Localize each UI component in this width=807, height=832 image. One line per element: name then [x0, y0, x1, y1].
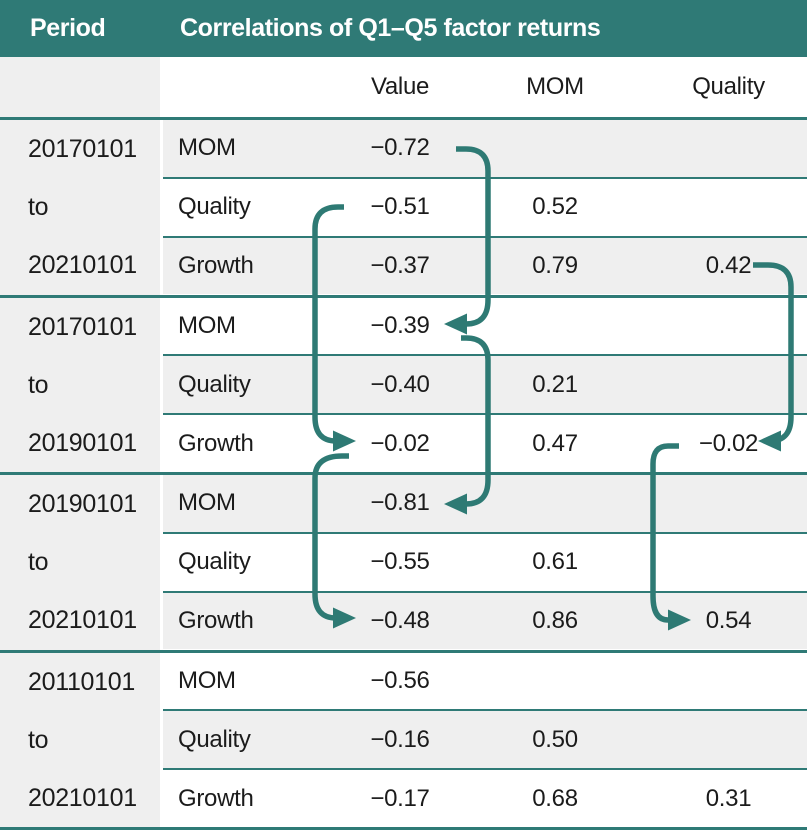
period-group-1: 20170101 to 20210101 MOM −0.72 Quality −… — [0, 120, 807, 295]
cell-value: −0.02 — [370, 429, 430, 457]
factor-label: MOM — [178, 134, 236, 162]
table-body: 20170101 to 20210101 MOM −0.72 Quality −… — [0, 120, 807, 830]
factor-label: MOM — [178, 311, 236, 339]
period-to: to — [28, 725, 49, 754]
table-row: Quality −0.51 0.52 — [163, 176, 807, 236]
cell-mom: 0.52 — [532, 193, 578, 221]
cell-value: −0.37 — [370, 252, 430, 280]
period-end: 20210101 — [28, 251, 137, 280]
factor-label: Quality — [178, 725, 251, 753]
period-end: 20210101 — [28, 783, 137, 812]
cell-value: −0.51 — [370, 193, 430, 221]
cell-mom: 0.68 — [532, 784, 578, 812]
column-header-mom: MOM — [526, 73, 584, 100]
period-cell: 20170101 to 20190101 — [0, 297, 160, 472]
cell-value: −0.40 — [370, 370, 430, 398]
factor-label: MOM — [178, 489, 236, 517]
cell-mom: 0.21 — [532, 370, 578, 398]
cell-mom: 0.86 — [532, 607, 578, 635]
table-row: Growth −0.48 0.86 0.54 — [163, 590, 807, 650]
table-row: MOM −0.72 — [163, 120, 807, 177]
period-to: to — [28, 193, 49, 222]
period-start: 20110101 — [28, 667, 135, 696]
cell-value: −0.81 — [370, 489, 430, 517]
cell-mom: 0.79 — [532, 252, 578, 280]
cell-value: −0.16 — [370, 725, 430, 753]
table-title: Correlations of Q1–Q5 factor returns — [180, 14, 601, 42]
cell-value: −0.55 — [370, 548, 430, 576]
column-header-row: Value MOM Quality — [0, 57, 807, 120]
period-to: to — [28, 548, 49, 577]
factor-label: Growth — [178, 607, 254, 635]
table-row: Quality −0.16 0.50 — [163, 709, 807, 769]
cell-value: −0.72 — [370, 134, 430, 162]
table-header-bar: Period Correlations of Q1–Q5 factor retu… — [0, 0, 807, 57]
factor-label: Growth — [178, 429, 254, 457]
corner-cell — [0, 57, 160, 117]
cell-value: −0.56 — [370, 666, 430, 694]
cell-quality: −0.02 — [698, 429, 759, 457]
factor-label: Growth — [178, 784, 254, 812]
table-row: Quality −0.40 0.21 — [163, 354, 807, 414]
period-start: 20170101 — [28, 312, 137, 341]
cell-value: −0.48 — [370, 607, 430, 635]
cell-quality: 0.54 — [705, 607, 752, 635]
cell-value: −0.17 — [370, 784, 430, 812]
cell-mom: 0.61 — [532, 548, 578, 576]
factor-label: MOM — [178, 666, 236, 694]
cell-mom: 0.47 — [532, 429, 578, 457]
period-group-2: 20170101 to 20190101 MOM −0.39 Quality −… — [0, 294, 807, 472]
cell-value: −0.39 — [370, 311, 430, 339]
cell-quality: 0.42 — [705, 252, 752, 280]
period-start: 20170101 — [28, 135, 137, 164]
factor-label: Quality — [178, 548, 251, 576]
table-row: MOM −0.56 — [163, 652, 807, 710]
table-row: Growth −0.17 0.68 0.31 — [163, 768, 807, 827]
period-end: 20190101 — [28, 428, 137, 457]
period-to: to — [28, 370, 49, 399]
factor-label: Growth — [178, 252, 254, 280]
cell-quality: 0.31 — [705, 784, 752, 812]
period-end: 20210101 — [28, 606, 137, 635]
table-row: MOM −0.81 — [163, 475, 807, 532]
column-header-value: Value — [370, 73, 430, 100]
period-group-3: 20190101 to 20210101 MOM −0.81 Quality −… — [0, 472, 807, 650]
period-group-4: 20110101 to 20210101 MOM −0.56 Quality −… — [0, 649, 807, 827]
table-row: Growth −0.37 0.79 0.42 — [163, 235, 807, 295]
table-row: MOM −0.39 — [163, 297, 807, 355]
cell-mom: 0.50 — [532, 725, 578, 753]
factor-label: Quality — [178, 370, 251, 398]
period-cell: 20190101 to 20210101 — [0, 475, 160, 650]
period-cell: 20170101 to 20210101 — [0, 120, 160, 295]
period-start: 20190101 — [28, 490, 137, 519]
period-cell: 20110101 to 20210101 — [0, 652, 160, 827]
period-column-label: Period — [30, 14, 106, 42]
table-row: Growth −0.02 0.47 −0.02 — [163, 413, 807, 472]
column-header-quality: Quality — [692, 73, 765, 100]
table-row: Quality −0.55 0.61 — [163, 531, 807, 591]
factor-label: Quality — [178, 193, 251, 221]
